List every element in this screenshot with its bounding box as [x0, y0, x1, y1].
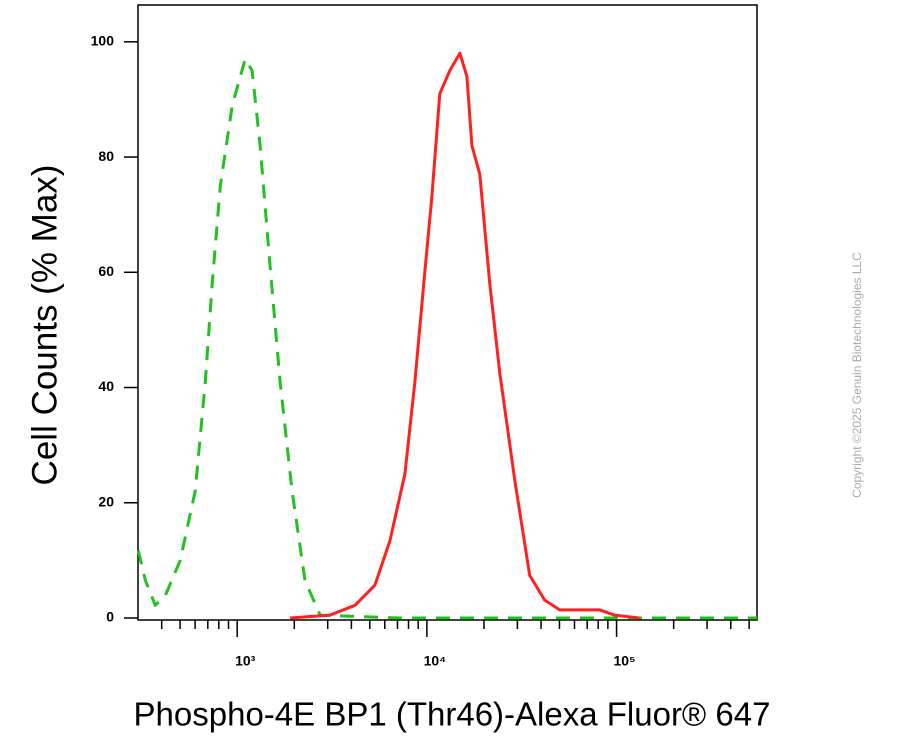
watermark: Copyright ©2025 Genuin Biotechnologies L… [850, 252, 864, 498]
y-axis-label: Cell Counts (% Max) [25, 165, 64, 486]
y-tick-label: 100 [91, 33, 115, 49]
series-line [136, 57, 757, 620]
y-tick-label: 20 [98, 493, 114, 509]
x-tick-label: 10³ [235, 653, 256, 669]
x-tick-label: 10⁴ [424, 653, 447, 669]
y-tick-label: 60 [98, 263, 114, 279]
series-line [289, 51, 640, 620]
x-axis-label: Phospho-4E BP1 (Thr46)-Alexa Fluor® 647 [134, 696, 771, 733]
x-tick-label: 10⁵ [613, 653, 635, 669]
plot-frame [137, 4, 758, 621]
y-tick-label: 40 [98, 378, 114, 394]
y-tick-label: 0 [106, 609, 114, 625]
y-tick-label: 80 [98, 148, 114, 164]
